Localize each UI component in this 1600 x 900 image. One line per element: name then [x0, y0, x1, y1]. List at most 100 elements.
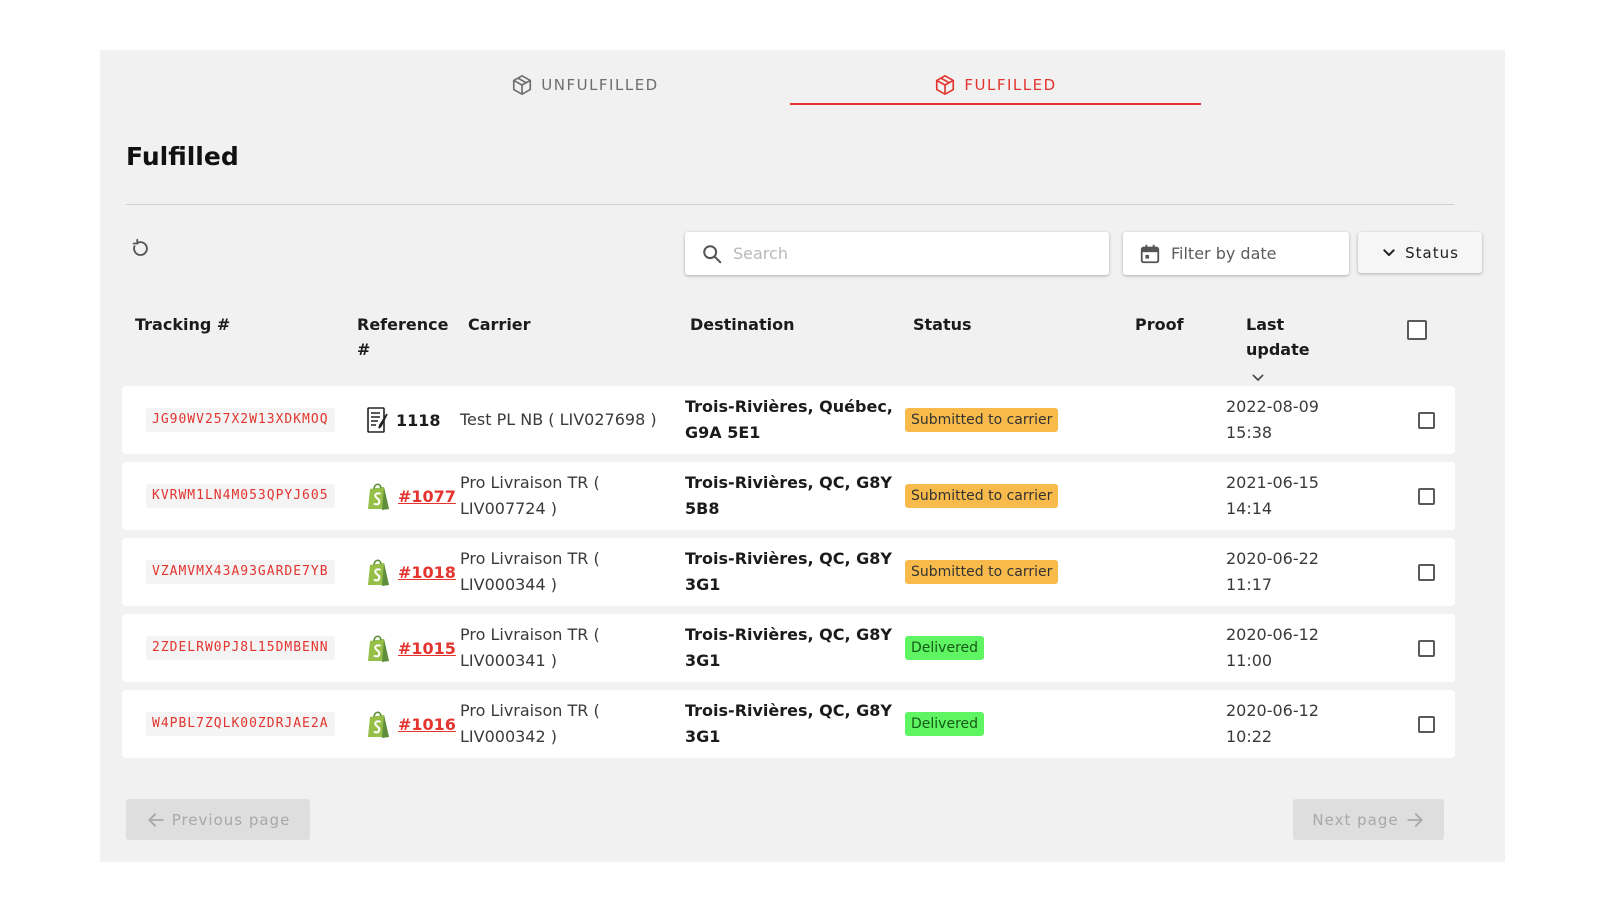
table-row[interactable]: JG90WV257X2W13XDKMOQ 1118 Test PL NB ( LIV… — [122, 386, 1455, 454]
table-row[interactable]: VZAMVMX43A93GARDE7YB #1018 Pro Livraison T… — [122, 538, 1455, 606]
column-header-last-update[interactable]: Last update — [1246, 315, 1310, 359]
reference-cell: #1015 — [366, 614, 456, 682]
last-update-date: 2022-08-09 — [1226, 397, 1319, 416]
search-icon — [703, 244, 722, 263]
search-input[interactable] — [733, 244, 1093, 263]
column-header-tracking: Tracking # — [135, 315, 231, 334]
divider — [126, 204, 1454, 205]
last-update: 2020-06-12 10:22 — [1226, 690, 1346, 758]
reference-number: 1118 — [396, 410, 441, 430]
status-cell: Delivered — [905, 690, 985, 758]
shopify-icon — [368, 711, 389, 738]
reference-cell: #1016 — [366, 690, 456, 758]
table-row[interactable]: 2ZDELRW0PJ8L15DMBENN #1015 Pro Livraison T… — [122, 614, 1455, 682]
tab-fulfilled[interactable]: FULFILLED — [790, 64, 1201, 106]
tracking-number[interactable]: 2ZDELRW0PJ8L15DMBENN — [146, 636, 335, 660]
status-filter-button[interactable]: Status — [1358, 232, 1482, 273]
reference-cell: 1118 — [366, 386, 441, 454]
tracking-number[interactable]: KVRWM1LN4M053QPYJ605 — [146, 484, 335, 508]
tab-unfulfilled[interactable]: UNFULFILLED — [495, 64, 675, 106]
active-tab-indicator — [790, 103, 1201, 105]
table-row[interactable]: W4PBL7ZQLK00ZDRJAE2A #1016 Pro Livraison T… — [122, 690, 1455, 758]
column-header-proof: Proof — [1135, 315, 1184, 334]
row-checkbox[interactable] — [1418, 716, 1435, 733]
reference-number[interactable]: #1016 — [398, 714, 456, 734]
column-header-reference: Reference # — [357, 315, 449, 359]
status-cell: Submitted to carrier — [905, 538, 1059, 606]
column-header-carrier: Carrier — [468, 315, 531, 334]
shopify-icon — [368, 635, 389, 662]
reference-cell: #1077 — [366, 462, 456, 530]
destination-address: Trois-Rivières, QC, G8Y 5B8 — [685, 473, 893, 518]
last-update-time: 15:38 — [1226, 423, 1273, 442]
table-row[interactable]: KVRWM1LN4M053QPYJ605 #1077 Pro Livraison T… — [122, 462, 1455, 530]
select-all-checkbox[interactable] — [1407, 320, 1427, 340]
search-field[interactable] — [685, 232, 1109, 275]
shopify-icon — [368, 559, 389, 586]
status-badge: Delivered — [905, 712, 985, 736]
destination-address: Trois-Rivières, Québec, G9A 5E1 — [685, 397, 893, 442]
box-icon — [513, 75, 532, 95]
date-filter-button[interactable]: Filter by date — [1123, 232, 1349, 275]
column-header-destination: Destination — [690, 315, 795, 334]
page-title: Fulfilled — [126, 142, 239, 171]
packing-list-icon — [367, 407, 388, 433]
next-page-label: Next page — [1312, 810, 1399, 829]
carrier-name: Pro Livraison TR ( LIV000342 ) — [460, 701, 600, 746]
tracking-number[interactable]: VZAMVMX43A93GARDE7YB — [146, 560, 335, 584]
last-update-date: 2021-06-15 — [1226, 473, 1319, 492]
status-badge: Delivered — [905, 636, 985, 660]
row-checkbox[interactable] — [1418, 640, 1435, 657]
carrier-name: Pro Livraison TR ( LIV000341 ) — [460, 625, 600, 670]
sort-chevron-icon[interactable] — [1250, 370, 1266, 386]
orders-panel: UNFULFILLED FULFILLED Fulfilled Filter b… — [100, 50, 1505, 862]
destination-address: Trois-Rivières, QC, G8Y 3G1 — [685, 701, 893, 746]
status-cell: Submitted to carrier — [905, 462, 1059, 530]
arrow-left-icon — [148, 812, 164, 827]
box-icon — [936, 75, 955, 95]
reference-number[interactable]: #1077 — [398, 486, 456, 506]
row-checkbox[interactable] — [1418, 412, 1435, 429]
tab-label: FULFILLED — [964, 76, 1057, 94]
reference-number[interactable]: #1018 — [398, 562, 456, 582]
last-update-date: 2020-06-22 — [1226, 549, 1319, 568]
last-update-time: 11:17 — [1226, 575, 1273, 594]
status-badge: Submitted to carrier — [905, 560, 1059, 584]
previous-page-button[interactable]: Previous page — [126, 799, 310, 840]
last-update-time: 14:14 — [1226, 499, 1273, 518]
destination-address: Trois-Rivières, QC, G8Y 3G1 — [685, 625, 893, 670]
column-header-status: Status — [913, 315, 972, 334]
refresh-icon — [132, 238, 148, 256]
chevron-down-icon — [1383, 248, 1395, 256]
next-page-button[interactable]: Next page — [1293, 799, 1444, 840]
status-badge: Submitted to carrier — [905, 484, 1059, 508]
last-update: 2020-06-22 11:17 — [1226, 538, 1346, 606]
status-cell: Submitted to carrier — [905, 386, 1059, 454]
reference-number[interactable]: #1015 — [398, 638, 456, 658]
last-update-time: 10:22 — [1226, 727, 1273, 746]
destination-address: Trois-Rivières, QC, G8Y 3G1 — [685, 549, 893, 594]
arrow-right-icon — [1407, 812, 1423, 827]
last-update: 2022-08-09 15:38 — [1226, 386, 1346, 454]
status-cell: Delivered — [905, 614, 985, 682]
last-update-time: 11:00 — [1226, 651, 1273, 670]
refresh-button[interactable] — [126, 235, 154, 263]
tracking-number[interactable]: W4PBL7ZQLK00ZDRJAE2A — [146, 712, 335, 736]
status-badge: Submitted to carrier — [905, 408, 1059, 432]
row-checkbox[interactable] — [1418, 488, 1435, 505]
tab-bar: UNFULFILLED FULFILLED — [100, 50, 1505, 106]
calendar-icon — [1140, 244, 1160, 263]
last-update: 2021-06-15 14:14 — [1226, 462, 1346, 530]
previous-page-label: Previous page — [171, 810, 291, 829]
carrier-name: Test PL NB ( LIV027698 ) — [460, 410, 657, 429]
row-checkbox[interactable] — [1418, 564, 1435, 581]
carrier-name: Pro Livraison TR ( LIV007724 ) — [460, 473, 600, 518]
tracking-number[interactable]: JG90WV257X2W13XDKMOQ — [146, 408, 335, 432]
last-update: 2020-06-12 11:00 — [1226, 614, 1346, 682]
last-update-date: 2020-06-12 — [1226, 701, 1319, 720]
date-filter-label: Filter by date — [1171, 244, 1277, 263]
shopify-icon — [368, 483, 389, 510]
carrier-name: Pro Livraison TR ( LIV000344 ) — [460, 549, 600, 594]
status-filter-label: Status — [1405, 243, 1459, 262]
last-update-date: 2020-06-12 — [1226, 625, 1319, 644]
